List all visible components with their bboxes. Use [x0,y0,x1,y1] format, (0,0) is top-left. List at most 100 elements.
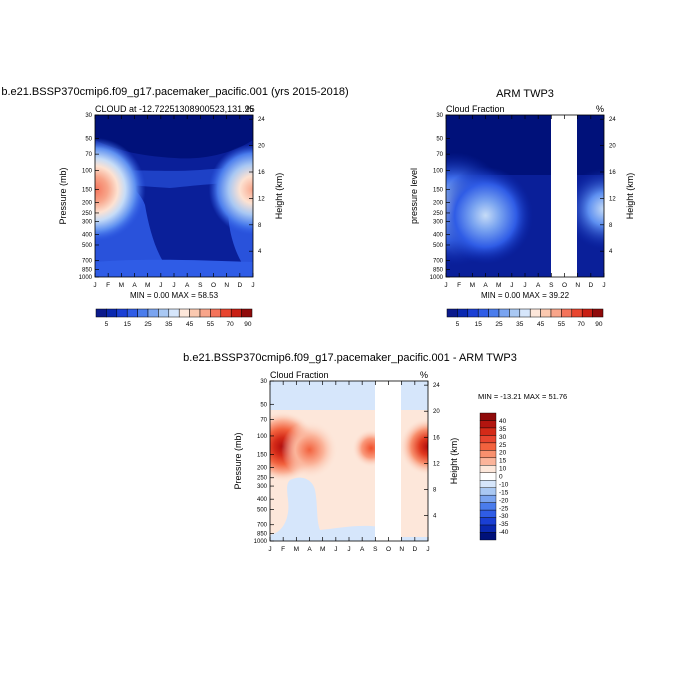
panel3-missing-month [375,381,401,541]
y-tick-label: 70 [436,152,443,158]
colorbar-swatch [509,308,521,318]
x-tick-label: A [483,282,488,289]
colorbar-swatch [540,308,552,318]
y-right-tick-label: 4 [609,249,613,255]
y-tick-label: 500 [433,243,444,249]
colorbar-swatch [479,517,497,526]
colorbar-swatch [189,308,201,318]
panel2-cloud-right [446,115,604,277]
y-tick-label: 30 [260,379,267,385]
x-tick-label: J [172,282,175,289]
colorbar-swatch [446,308,458,318]
x-tick-label: J [159,282,162,289]
x-tick-label: A [536,282,541,289]
colorbar-swatch [116,308,128,318]
colorbar-label: 90 [595,321,603,328]
y-tick-label: 500 [257,507,268,513]
colorbar-swatch [230,308,242,318]
colorbar-label: 55 [558,321,566,328]
colorbar-swatch [479,480,497,488]
panel3-ylabel: Pressure (mb) [233,432,243,489]
y-tick-label: 200 [433,201,444,207]
y-tick-label: 400 [257,497,268,503]
panel2-colorbar: 5 15 25 35 45 55 70 90 [446,308,604,328]
y-tick-label: 100 [257,434,268,440]
y-tick-label: 850 [257,532,268,538]
y-tick-label: 300 [433,219,444,225]
y-tick-label: 300 [257,484,268,490]
colorbar-label: -35 [499,521,509,528]
panel3-title: b.e21.BSSP370cmip6.f09_g17.pacemaker_pac… [183,352,517,364]
y-right-tick-label: 8 [258,223,262,229]
x-tick-label: J [523,282,526,289]
panel2-ylabel-right: Height (km) [625,173,635,220]
x-tick-label: J [426,546,429,553]
y-tick-label: 30 [436,113,443,119]
y-tick-label: 300 [82,219,93,225]
colorbar-swatch [498,308,510,318]
x-tick-label: F [106,282,110,289]
y-tick-label: 250 [82,211,93,217]
colorbar-swatch [137,308,149,318]
panel2-subtitle: Cloud Fraction [446,104,505,114]
panel1-stats: MIN = 0.00 MAX = 58.53 [130,291,219,300]
panel1-ylabel-right: Height (km) [274,173,284,220]
panel3-units: % [420,370,428,380]
colorbar-swatch [479,420,497,429]
y-tick-label: 50 [260,402,267,408]
panel-model-cloud: b.e21.BSSP370cmip6.f09_g17.pacemaker_pac… [1,86,348,328]
y-right-tick-label: 16 [433,435,440,441]
colorbar-swatch [592,308,604,318]
y-tick-label: 700 [82,259,93,265]
colorbar-label: 40 [499,418,507,425]
x-tick-label: J [251,282,254,289]
y-tick-label: 200 [257,466,268,472]
colorbar-swatch [457,308,469,318]
y-tick-label: 100 [82,169,93,175]
panel1-colorbar: 5 15 25 35 45 55 70 90 [95,308,253,328]
colorbar-swatch [479,412,497,421]
y-tick-label: 150 [433,187,444,193]
colorbar-label: -30 [499,513,509,520]
y-tick-label: 250 [257,476,268,482]
colorbar-label: 5 [456,321,460,328]
y-right-tick-label: 24 [609,117,616,123]
colorbar-swatch [467,308,479,318]
panel1-units: % [245,104,253,114]
x-tick-label: M [294,546,299,553]
x-tick-label: O [562,282,567,289]
x-tick-label: M [470,282,475,289]
colorbar-swatch [479,442,497,451]
y-right-tick-label: 16 [258,170,265,176]
colorbar-label: 70 [227,321,235,328]
colorbar-label: 35 [165,321,173,328]
x-tick-label: J [93,282,96,289]
x-tick-label: N [399,546,404,553]
x-tick-label: D [412,546,417,553]
x-tick-label: A [307,546,312,553]
y-right-tick-label: 24 [258,117,265,123]
y-tick-label: 150 [257,452,268,458]
colorbar-swatch [529,308,541,318]
colorbar-swatch [210,308,222,318]
x-tick-label: N [224,282,229,289]
y-right-tick-label: 20 [609,144,616,150]
panel3-positive-right [270,381,428,541]
panel2-title: ARM TWP3 [496,88,554,100]
colorbar-label: 55 [207,321,215,328]
y-right-tick-label: 16 [609,170,616,176]
x-tick-label: S [373,546,378,553]
panel1-ylabel: Pressure (mb) [58,167,68,224]
colorbar-swatch [581,308,593,318]
y-tick-label: 1000 [430,275,444,281]
panel3-ylabel-right: Height (km) [449,438,459,485]
colorbar-swatch [479,509,497,518]
y-tick-label: 70 [260,418,267,424]
y-tick-label: 1000 [254,539,268,545]
colorbar-label: 45 [537,321,545,328]
x-tick-label: M [119,282,124,289]
colorbar-swatch [479,435,497,444]
